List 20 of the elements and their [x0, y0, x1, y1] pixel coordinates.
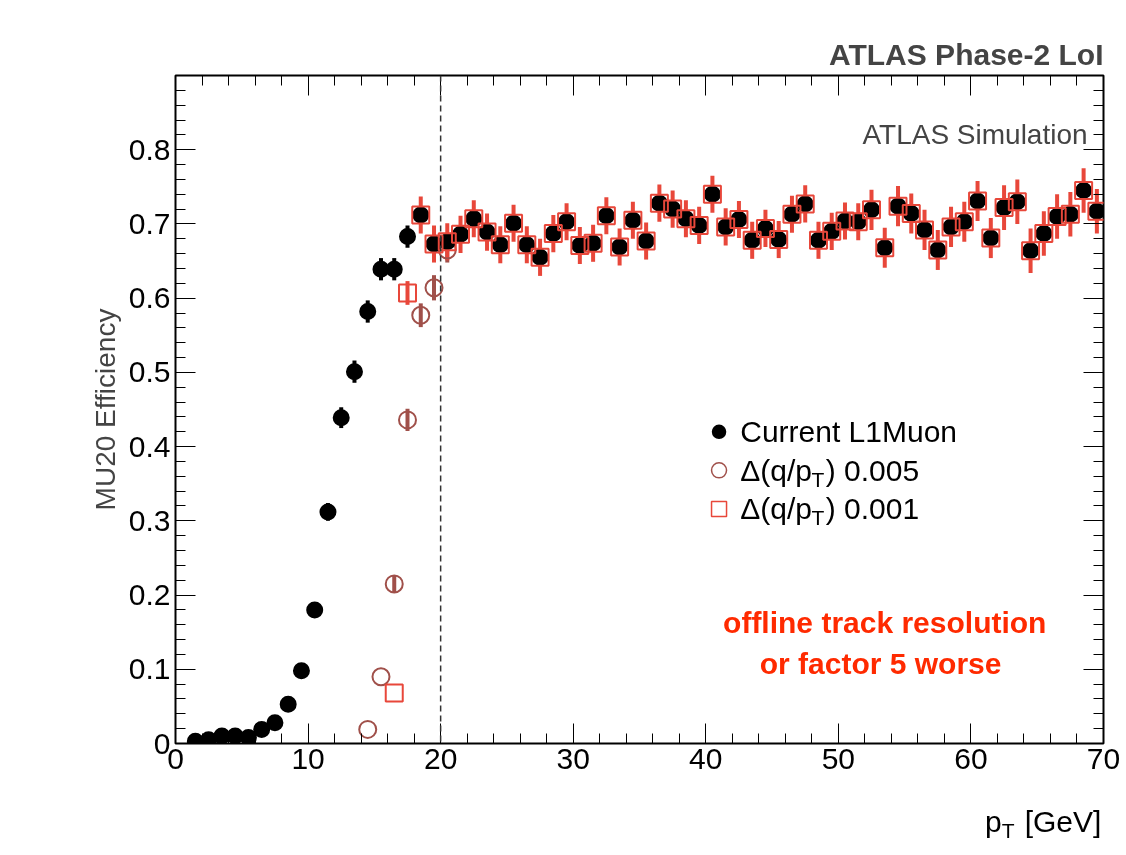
x-tick-label: 50: [821, 741, 856, 775]
chart-title: ATLAS Phase-2 LoI: [829, 37, 1104, 71]
y-tick-label: 0.8: [128, 132, 171, 166]
y-tick-label: 0.4: [128, 429, 171, 463]
y-tick-label: 0.2: [128, 578, 171, 612]
annotation: ATLAS Simulation: [862, 119, 1088, 151]
y-tick-label: 0.7: [128, 206, 171, 240]
y-tick-label: 0.5: [128, 355, 171, 389]
x-tick-label: 10: [291, 741, 325, 775]
x-tick-label: 30: [556, 741, 590, 775]
x-tick-label: 70: [1086, 741, 1121, 775]
x-tick-label: 60: [954, 741, 988, 775]
legend-label: Current L1Muon: [740, 415, 958, 449]
y-tick-label: 0.6: [128, 281, 171, 315]
annotation: offline track resolution or factor 5 worse: [723, 606, 1047, 681]
x-tick-label: 20: [423, 741, 458, 775]
y-tick-label: 0.3: [128, 503, 171, 537]
y-tick-label: 0.1: [128, 652, 171, 686]
x-tick-label: 40: [689, 741, 723, 775]
y-axis-title: MU20 Efficiency: [89, 308, 121, 511]
